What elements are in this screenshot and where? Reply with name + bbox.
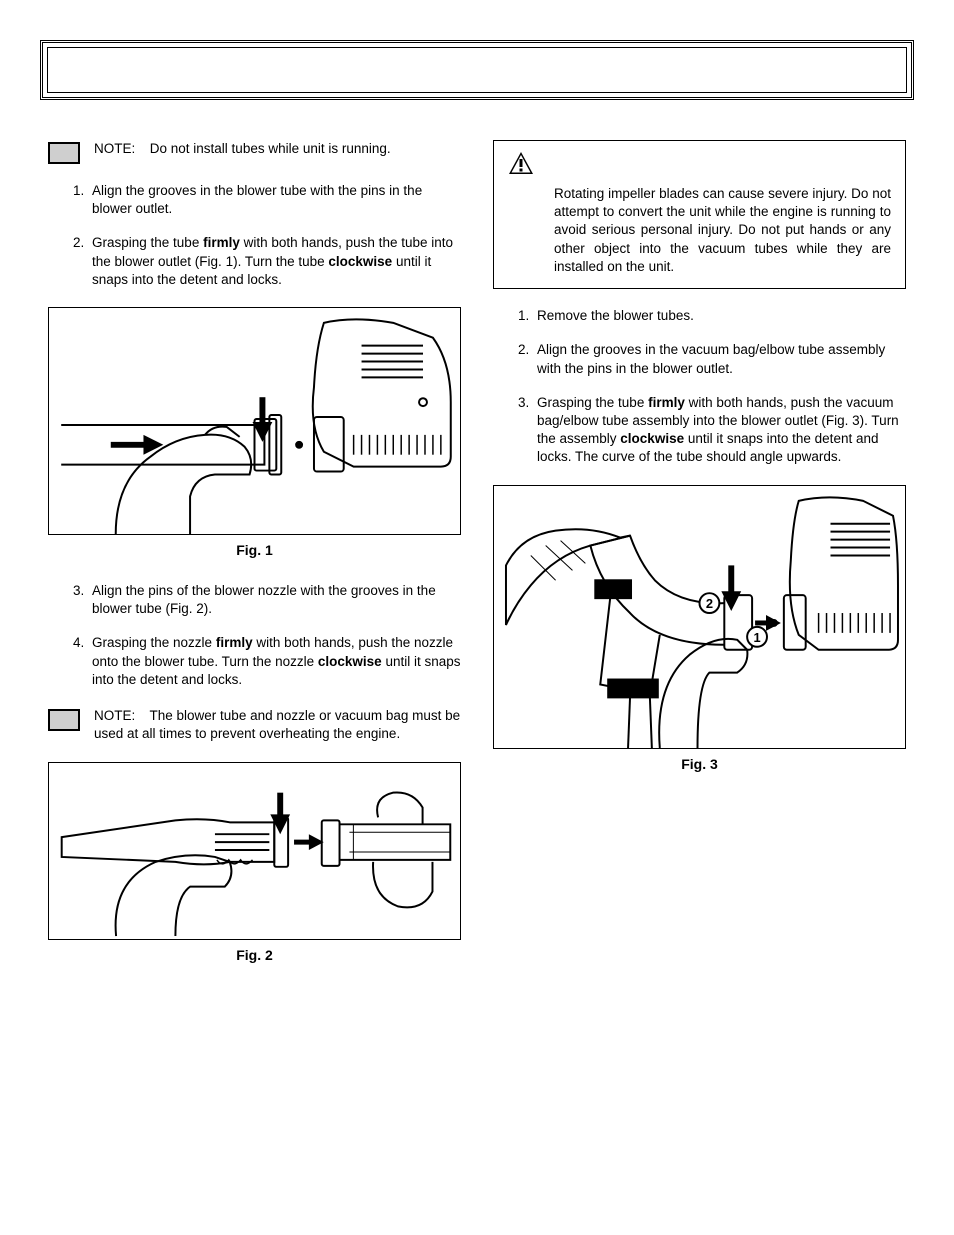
figure-3: 1 2 xyxy=(493,485,906,749)
steps-right: Remove the blower tubes. Align the groov… xyxy=(493,307,906,467)
note-1-text: NOTE: Do not install tubes while unit is… xyxy=(94,140,461,158)
left-column: NOTE: Do not install tubes while unit is… xyxy=(48,140,461,986)
note-2-text: NOTE: The blower tube and nozzle or vacu… xyxy=(94,707,461,743)
header-frame xyxy=(40,40,914,100)
step-b-3: Align the pins of the blower nozzle with… xyxy=(88,582,461,618)
note-icon xyxy=(48,142,80,164)
callout-1: 1 xyxy=(753,629,760,644)
figure-1 xyxy=(48,307,461,535)
fig-2-caption: Fig. 2 xyxy=(48,946,461,965)
step-r-1: Remove the blower tubes. xyxy=(533,307,906,325)
note-icon xyxy=(48,709,80,731)
note-body: The blower tube and nozzle or vacuum bag… xyxy=(94,708,460,741)
steps-a: Align the grooves in the blower tube wit… xyxy=(48,182,461,289)
note-1: NOTE: Do not install tubes while unit is… xyxy=(48,140,461,164)
note-body: Do not install tubes while unit is runni… xyxy=(150,141,391,156)
step-r-3: Grasping the tube firmly with both hands… xyxy=(533,394,906,467)
warning-icon xyxy=(508,151,534,175)
two-column-content: NOTE: Do not install tubes while unit is… xyxy=(48,140,906,986)
step-a-1: Align the grooves in the blower tube wit… xyxy=(88,182,461,218)
figure-1-svg xyxy=(49,308,460,534)
step-b-4: Grasping the nozzle firmly with both han… xyxy=(88,634,461,689)
fig-1-caption: Fig. 1 xyxy=(48,541,461,560)
fig-3-caption: Fig. 3 xyxy=(493,755,906,774)
figure-2-svg xyxy=(49,763,460,939)
steps-b: Align the pins of the blower nozzle with… xyxy=(48,582,461,689)
note-label: NOTE: xyxy=(94,140,146,158)
figure-2 xyxy=(48,762,461,940)
note-label: NOTE: xyxy=(94,707,146,725)
figure-3-svg: 1 2 xyxy=(494,486,905,748)
right-column: Rotating impeller blades can cause sever… xyxy=(493,140,906,986)
callout-2: 2 xyxy=(706,596,713,611)
step-r-2: Align the grooves in the vacuum bag/elbo… xyxy=(533,341,906,377)
header-frame-inner xyxy=(47,47,907,93)
note-2: NOTE: The blower tube and nozzle or vacu… xyxy=(48,707,461,743)
step-a-2: Grasping the tube firmly with both hands… xyxy=(88,234,461,289)
warning-box: Rotating impeller blades can cause sever… xyxy=(493,140,906,289)
warning-text: Rotating impeller blades can cause sever… xyxy=(508,185,891,276)
